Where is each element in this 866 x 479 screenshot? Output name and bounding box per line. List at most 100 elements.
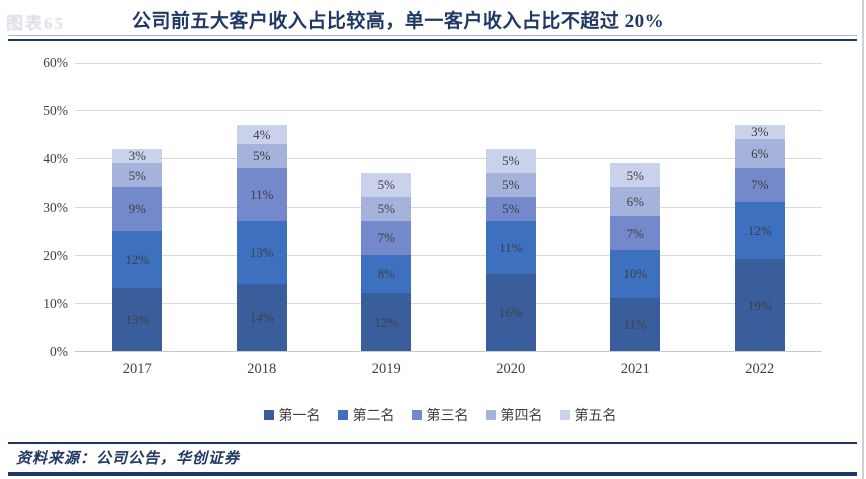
data-label: 5% [626,167,644,183]
bar-segment-第四名: 5% [485,172,536,197]
data-label: 5% [502,153,520,169]
legend-swatch [337,410,348,420]
data-label: 11% [499,239,523,255]
bar-segment-第三名: 7% [610,216,661,250]
data-label: 4% [253,126,271,142]
data-label: 5% [253,148,271,164]
x-tick-label: 2019 [371,361,401,377]
title-divider [8,35,857,41]
bar-segment-第一名: 19% [734,259,785,351]
data-label: 5% [377,177,395,193]
bar-segment-第二名: 13% [236,220,287,284]
bar-2018: 14% 13% 11% 5% 4% [236,124,287,351]
legend-item: 第一名 [263,405,321,425]
bar-segment-第一名: 16% [485,273,536,351]
bar-segment-第一名: 13% [112,288,163,351]
x-tick-label: 2020 [496,361,526,377]
bar-segment-第三名: 9% [112,187,163,231]
data-label: 13% [125,312,150,328]
data-label: 7% [377,230,395,246]
data-label: 8% [377,266,395,282]
bar-segment-第三名: 11% [236,168,287,221]
bar-segment-第五名: 3% [112,148,163,164]
x-tick-label: 2021 [620,361,650,377]
data-label: 5% [377,201,395,217]
legend-label: 第三名 [426,409,469,424]
data-label: 3% [751,124,769,140]
data-label: 5% [128,167,146,183]
gridline [75,206,822,208]
legend-swatch [485,410,496,420]
legend-label: 第一名 [278,409,321,424]
data-label: 7% [626,225,644,241]
legend: 第一名 第二名 第三名 第四名 第五名 [0,405,866,425]
bar-segment-第二名: 12% [734,201,785,260]
legend-swatch [263,410,274,420]
legend-item: 第二名 [337,405,395,425]
figure-number-watermark: 图表65 [6,14,65,33]
bar-segment-第二名: 8% [361,254,412,294]
legend-item: 第四名 [485,405,543,425]
footer-divider-thick [8,472,857,476]
bar-segment-第四名: 5% [236,143,287,168]
x-tick-label: 2018 [247,361,277,377]
data-label: 14% [249,309,274,325]
bar-segment-第三名: 7% [734,167,785,202]
x-axis-line [75,351,822,352]
x-tick-label: 2022 [745,361,775,377]
data-label: 11% [623,317,647,333]
legend-label: 第五名 [574,409,617,424]
data-label: 6% [751,146,769,162]
bar-segment-第五名: 4% [236,124,287,144]
bar-segment-第五名: 5% [485,148,536,173]
legend-label: 第二名 [352,409,395,424]
data-label: 6% [626,194,644,210]
data-label: 7% [751,177,769,193]
bar-segment-第二名: 11% [485,220,536,274]
legend-item: 第五名 [559,405,617,425]
data-label: 16% [498,304,523,320]
y-tick-label: 0% [50,344,68,359]
bar-segment-第五名: 3% [734,124,785,140]
gridline [75,158,822,160]
data-label: 19% [747,297,772,313]
data-label: 5% [502,201,520,217]
bar-segment-第四名: 6% [734,139,785,168]
gridline [75,63,822,64]
bar-segment-第四名: 6% [610,187,661,217]
data-label: 5% [502,177,520,193]
y-tick-label: 60% [43,55,68,70]
bar-segment-第四名: 5% [361,196,412,221]
plot-area: 13% 12% 9% 5% 3% 14% 13% 11% 5% 4% 12% 8% 7% 5% 5% 16% 1… [75,63,822,352]
bar-segment-第五名: 5% [361,172,412,197]
legend-item: 第三名 [411,405,469,425]
y-tick-label: 20% [43,247,68,263]
x-axis: 2017 2018 2019 2020 2021 2022 [75,361,822,378]
data-label: 3% [128,148,146,164]
data-label: 10% [623,266,648,282]
legend-swatch [559,410,570,420]
data-label: 9% [128,201,146,217]
chart-title: 公司前五大客户收入占比较高，单一客户收入占比不超过 20% [131,11,665,32]
bar-segment-第三名: 7% [361,220,412,255]
footer-divider-thin [8,442,857,444]
y-tick-label: 40% [43,151,68,167]
legend-swatch [411,410,422,420]
data-label: 12% [374,314,399,330]
gridline [75,254,822,256]
gridline [75,110,822,112]
bar-segment-第五名: 5% [610,163,661,188]
bar-2022: 19% 12% 7% 6% 3% [734,124,785,351]
bar-segment-第一名: 12% [361,293,412,351]
bar-segment-第一名: 11% [610,298,661,351]
bar-segment-第四名: 5% [112,163,163,188]
bar-2021: 11% 10% 7% 6% 5% [610,163,661,351]
gridline [75,302,822,304]
bar-segment-第二名: 10% [610,249,661,299]
y-tick-label: 50% [43,103,68,119]
y-tick-label: 10% [43,295,68,311]
right-border [862,0,864,479]
bar-2020: 16% 11% 5% 5% 5% [485,148,536,351]
bar-segment-第一名: 14% [236,283,287,351]
